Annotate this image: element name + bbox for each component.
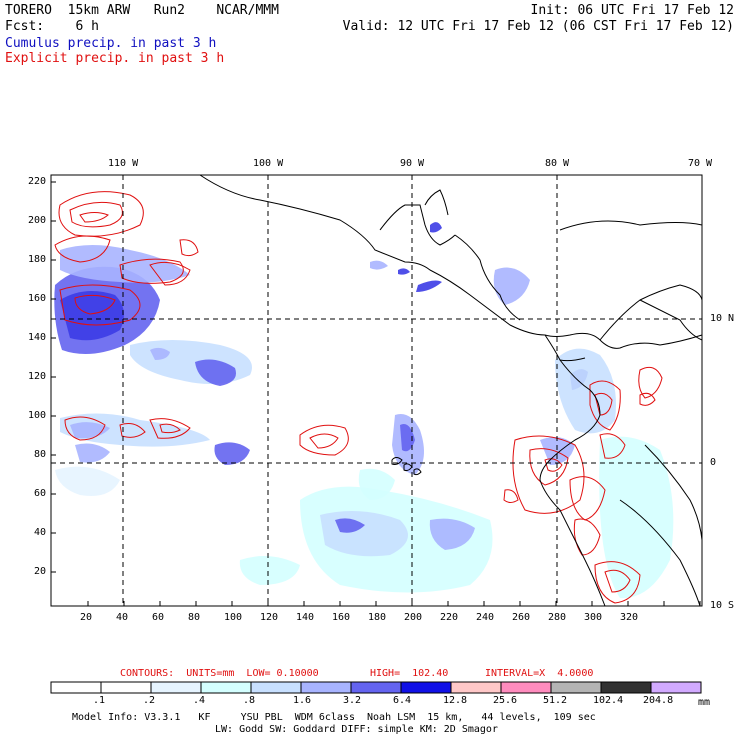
colorbar-label: 51.2 [543,695,568,706]
x-tick-label: 180 [368,612,387,623]
colorbar-swatch [500,681,552,694]
tick-marks [51,181,701,606]
colorbar-swatch [150,681,202,694]
colorbar-swatch [50,681,102,694]
colorbar-unit: mm [698,697,711,708]
forecast-hour: Fcst: 6 h [5,19,99,34]
x-tick-label: 40 [116,612,129,623]
colorbar-label: 102.4 [593,695,624,706]
colorbar-swatch [400,681,452,694]
lat-label: 10 S [710,600,735,611]
colorbar-label: 204.8 [643,695,674,706]
colorbar-label: 12.8 [443,695,468,706]
y-tick-label: 220 [27,176,46,187]
colorbar-label: 25.6 [493,695,518,706]
colorbar-swatch [550,681,602,694]
lon-label: 90 W [400,158,425,169]
y-tick-label: 140 [27,332,46,343]
colorbar-swatch [650,681,702,694]
x-tick-label: 200 [404,612,423,623]
colorbar-label: .1 [93,695,106,706]
colorbar-swatch [300,681,352,694]
x-tick-label: 140 [296,612,315,623]
graticule [51,175,702,606]
colorbar-label: .8 [243,695,256,706]
y-tick-label: 100 [27,410,46,421]
colorbar-swatch [200,681,252,694]
init-time: Init: 06 UTC Fri 17 Feb 12 [530,3,735,18]
x-tick-label: 60 [152,612,165,623]
y-tick-label: 20 [33,566,46,577]
x-tick-label: 160 [332,612,351,623]
x-tick-label: 20 [80,612,93,623]
explicit-legend: Explicit precip. in past 3 h [5,51,225,66]
y-tick-label: 180 [27,254,46,265]
x-tick-label: 120 [260,612,279,623]
y-tick-label: 40 [33,527,46,538]
x-tick-label: 300 [584,612,603,623]
x-tick-label: 280 [548,612,567,623]
y-tick-label: 200 [27,215,46,226]
lon-label: 100 W [253,158,284,169]
y-tick-label: 120 [27,371,46,382]
x-tick-label: 320 [620,612,639,623]
x-tick-label: 100 [224,612,243,623]
colorbar-swatch [100,681,152,694]
x-tick-label: 240 [476,612,495,623]
lat-label: 0 [710,457,717,468]
model-info: Model Info: V3.3.1 KF YSU PBL WDM 6class… [72,712,596,723]
lon-label: 80 W [545,158,570,169]
explicit-precip-contours [54,191,663,604]
y-tick-label: 80 [33,449,46,460]
lon-label: 110 W [108,158,139,169]
cumulus-precip-field [54,222,674,599]
x-tick-label: 220 [440,612,459,623]
colorbar-label: 1.6 [293,695,312,706]
x-tick-label: 80 [188,612,201,623]
model-title: TORERO 15km ARW Run2 NCAR/MMM [5,3,279,18]
y-tick-label: 160 [27,293,46,304]
colorbar [50,681,702,694]
colorbar-label: 3.2 [343,695,362,706]
coastlines [199,174,703,607]
colorbar-swatch [250,681,302,694]
colorbar-label: .4 [193,695,206,706]
colorbar-label: 6.4 [393,695,412,706]
lat-label: 10 N [710,313,735,324]
physics-info: LW: Godd SW: Goddard DIFF: simple KM: 2D… [215,724,498,735]
x-tick-label: 260 [512,612,531,623]
contour-interval: INTERVAL=X 4.0000 [485,668,594,679]
valid-time: Valid: 12 UTC Fri 17 Feb 12 (06 CST Fri … [342,19,734,34]
colorbar-swatch [600,681,652,694]
colorbar-swatch [350,681,402,694]
colorbar-label: .2 [143,695,156,706]
contour-info: CONTOURS: UNITS=mm LOW= 0.10000 [120,668,319,679]
colorbar-swatch [450,681,502,694]
lon-label: 70 W [688,158,713,169]
contour-high: HIGH= 102.40 [370,668,449,679]
cumulus-legend: Cumulus precip. in past 3 h [5,36,217,51]
y-tick-label: 60 [33,488,46,499]
